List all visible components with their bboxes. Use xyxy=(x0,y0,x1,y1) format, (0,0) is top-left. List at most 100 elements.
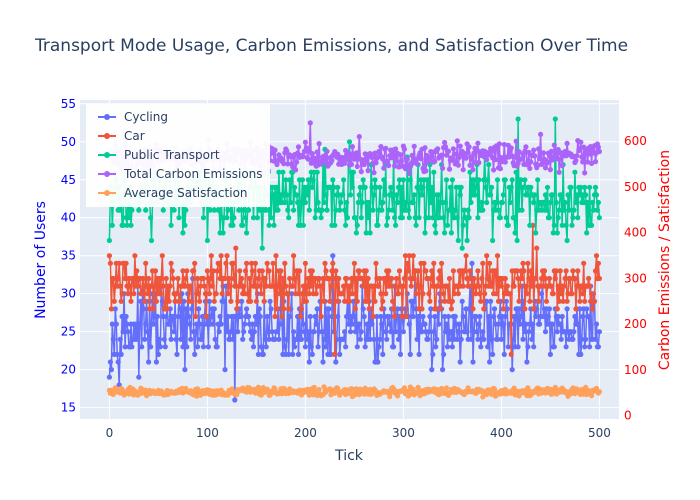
data-point xyxy=(172,298,178,304)
data-point xyxy=(457,143,463,149)
data-point xyxy=(564,298,570,304)
left-y-tick-label: 25 xyxy=(61,325,76,339)
data-point xyxy=(367,336,373,342)
legend-item[interactable]: Total Carbon Emissions xyxy=(98,167,263,181)
legend-item[interactable]: Car xyxy=(98,129,145,143)
data-point xyxy=(442,199,449,206)
data-point xyxy=(184,344,190,350)
data-point xyxy=(469,156,475,162)
legend-item[interactable]: Public Transport xyxy=(98,148,220,162)
data-point xyxy=(474,329,480,335)
data-point xyxy=(573,157,579,164)
data-point xyxy=(465,207,471,213)
data-point xyxy=(342,207,348,213)
data-point xyxy=(578,184,584,190)
data-point xyxy=(307,120,313,126)
data-point xyxy=(117,283,123,289)
data-point xyxy=(532,192,538,198)
data-point xyxy=(375,222,381,228)
data-point xyxy=(425,177,431,183)
data-point xyxy=(440,367,446,373)
data-point xyxy=(400,283,406,289)
data-point xyxy=(231,275,237,282)
right-y-tick-label: 0 xyxy=(624,409,632,423)
data-point xyxy=(251,329,257,335)
data-point xyxy=(441,291,447,297)
data-point xyxy=(319,283,325,289)
data-point xyxy=(430,351,436,357)
data-point xyxy=(233,245,239,251)
data-point xyxy=(145,291,151,297)
data-point xyxy=(380,351,386,357)
data-point xyxy=(429,184,435,190)
data-point xyxy=(418,156,424,162)
data-point xyxy=(447,184,453,190)
data-point xyxy=(490,237,496,244)
data-point xyxy=(296,268,303,274)
data-point xyxy=(281,306,287,312)
data-point xyxy=(446,166,453,172)
data-point xyxy=(329,268,335,274)
data-point xyxy=(393,283,399,289)
data-point xyxy=(230,222,236,228)
data-point xyxy=(411,192,417,198)
data-point xyxy=(125,329,131,335)
data-point xyxy=(466,144,472,150)
data-point xyxy=(473,313,479,320)
data-point xyxy=(489,148,495,154)
legend-swatch-marker xyxy=(104,114,110,120)
data-point xyxy=(291,253,297,259)
data-point xyxy=(186,313,192,320)
data-point xyxy=(203,321,209,327)
data-point xyxy=(562,199,568,206)
data-point xyxy=(298,306,305,312)
data-point xyxy=(476,160,482,166)
data-point xyxy=(145,329,151,335)
data-point xyxy=(357,184,363,190)
legend-item[interactable]: Average Satisfaction xyxy=(98,186,248,200)
data-point xyxy=(139,344,145,350)
data-point xyxy=(405,207,411,213)
data-point xyxy=(444,283,451,289)
data-point xyxy=(346,139,353,145)
data-point xyxy=(562,275,568,282)
data-point xyxy=(575,268,581,274)
data-point xyxy=(302,260,308,266)
data-point xyxy=(337,207,343,213)
data-point xyxy=(589,222,595,228)
data-point xyxy=(183,306,189,312)
data-point xyxy=(464,329,470,335)
data-point xyxy=(411,143,417,149)
data-point xyxy=(214,268,220,274)
data-point xyxy=(336,275,342,282)
data-point xyxy=(316,141,322,147)
data-point xyxy=(389,192,395,198)
data-point xyxy=(347,192,354,198)
right-y-tick-label: 300 xyxy=(624,271,647,285)
data-point xyxy=(442,329,449,335)
data-point xyxy=(216,207,222,213)
data-point xyxy=(596,215,603,221)
data-point xyxy=(166,298,172,304)
data-point xyxy=(295,199,301,206)
data-point xyxy=(528,159,534,165)
data-point xyxy=(343,222,349,228)
data-point xyxy=(260,351,266,357)
data-point xyxy=(389,275,395,282)
data-point xyxy=(263,344,269,350)
data-point xyxy=(401,275,407,282)
data-point xyxy=(175,313,181,320)
data-point xyxy=(538,131,544,137)
data-point xyxy=(397,152,404,158)
data-point xyxy=(200,215,207,221)
data-point xyxy=(160,283,166,289)
legend-item[interactable]: Cycling xyxy=(98,110,168,124)
data-point xyxy=(216,260,222,266)
data-point xyxy=(284,192,290,198)
data-point xyxy=(140,275,146,282)
data-point xyxy=(432,313,438,320)
data-point xyxy=(240,222,246,228)
data-point xyxy=(387,394,393,400)
data-point xyxy=(277,291,283,297)
data-point xyxy=(410,253,416,259)
